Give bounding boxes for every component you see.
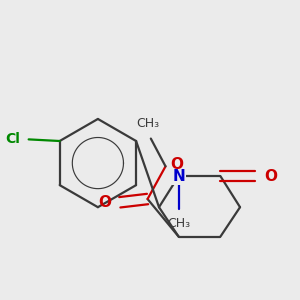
Text: CH₃: CH₃ (167, 217, 190, 230)
Text: O: O (170, 157, 183, 172)
Text: N: N (172, 169, 185, 184)
Text: O: O (264, 169, 277, 184)
Text: CH₃: CH₃ (136, 117, 159, 130)
Text: Cl: Cl (6, 132, 20, 146)
Text: O: O (99, 195, 112, 210)
